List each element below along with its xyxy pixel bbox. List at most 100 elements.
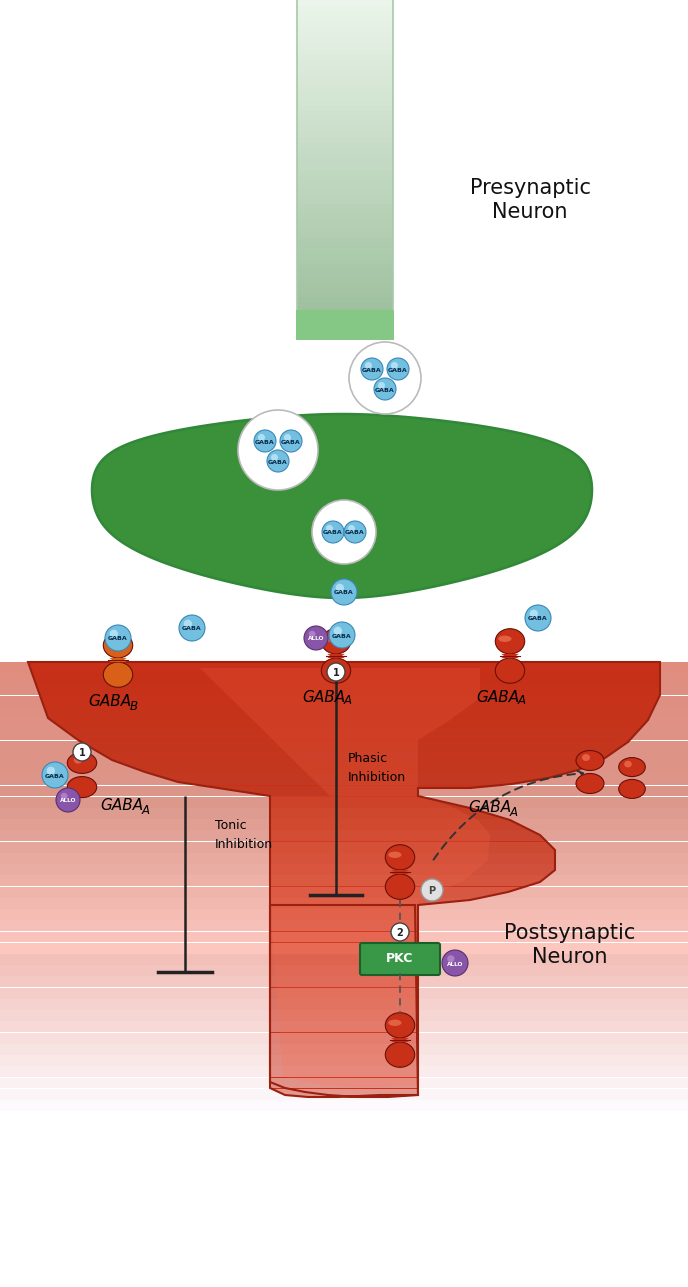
- Text: Tonic
Inhibition: Tonic Inhibition: [215, 819, 273, 851]
- Text: GABA: GABA: [88, 695, 131, 709]
- Circle shape: [184, 619, 192, 628]
- Text: Postsynaptic
Neuron: Postsynaptic Neuron: [504, 923, 636, 967]
- Polygon shape: [297, 44, 393, 49]
- Polygon shape: [297, 116, 393, 121]
- Circle shape: [322, 521, 344, 543]
- Polygon shape: [391, 1037, 409, 1042]
- Circle shape: [387, 358, 409, 380]
- Polygon shape: [0, 954, 688, 965]
- Polygon shape: [0, 932, 688, 942]
- Polygon shape: [297, 264, 393, 269]
- Polygon shape: [297, 77, 393, 82]
- Polygon shape: [0, 797, 688, 808]
- Polygon shape: [0, 752, 688, 763]
- Circle shape: [374, 378, 396, 400]
- Text: GABA: GABA: [323, 530, 343, 535]
- Polygon shape: [297, 297, 393, 302]
- Text: GABA: GABA: [281, 439, 301, 444]
- Circle shape: [309, 631, 316, 637]
- Circle shape: [530, 610, 538, 618]
- Polygon shape: [297, 308, 393, 314]
- Circle shape: [334, 627, 342, 634]
- Polygon shape: [297, 126, 393, 133]
- Text: B: B: [130, 700, 138, 713]
- Polygon shape: [297, 138, 393, 143]
- Text: ALLO: ALLO: [447, 961, 463, 967]
- Polygon shape: [297, 242, 393, 247]
- Polygon shape: [297, 55, 393, 60]
- Text: GABA: GABA: [302, 690, 345, 704]
- Text: Phasic
Inhibition: Phasic Inhibition: [348, 752, 406, 784]
- Circle shape: [73, 743, 91, 761]
- Ellipse shape: [582, 754, 590, 761]
- Circle shape: [327, 663, 345, 681]
- Polygon shape: [0, 1044, 688, 1055]
- Ellipse shape: [388, 852, 402, 858]
- Polygon shape: [0, 842, 688, 853]
- Text: GABA: GABA: [255, 439, 275, 444]
- Polygon shape: [297, 259, 393, 264]
- Polygon shape: [327, 654, 345, 658]
- Text: 1: 1: [332, 668, 339, 677]
- Polygon shape: [0, 730, 688, 740]
- Polygon shape: [297, 275, 393, 281]
- Polygon shape: [0, 696, 688, 707]
- Polygon shape: [297, 49, 393, 55]
- Polygon shape: [297, 247, 393, 254]
- Polygon shape: [111, 432, 573, 579]
- Polygon shape: [0, 887, 688, 897]
- Circle shape: [61, 793, 67, 799]
- Circle shape: [280, 430, 302, 452]
- Circle shape: [365, 362, 372, 369]
- Circle shape: [421, 879, 443, 901]
- Polygon shape: [297, 109, 393, 116]
- Polygon shape: [297, 286, 393, 291]
- Circle shape: [336, 584, 344, 592]
- Circle shape: [326, 525, 333, 532]
- Polygon shape: [391, 870, 409, 874]
- Ellipse shape: [619, 758, 645, 776]
- Polygon shape: [297, 82, 393, 88]
- Ellipse shape: [576, 773, 604, 794]
- Text: GABA: GABA: [332, 633, 352, 638]
- Circle shape: [304, 625, 328, 650]
- Polygon shape: [297, 281, 393, 286]
- Text: GABA: GABA: [375, 387, 395, 393]
- Circle shape: [344, 521, 366, 543]
- Text: A: A: [518, 695, 526, 708]
- Circle shape: [254, 430, 276, 452]
- Text: GABA: GABA: [345, 530, 365, 535]
- Polygon shape: [0, 965, 688, 976]
- FancyBboxPatch shape: [360, 943, 440, 976]
- Polygon shape: [297, 208, 393, 215]
- Polygon shape: [297, 27, 393, 33]
- Circle shape: [238, 411, 318, 490]
- Ellipse shape: [385, 874, 415, 900]
- Polygon shape: [0, 1067, 688, 1077]
- Polygon shape: [297, 88, 393, 94]
- Ellipse shape: [385, 1042, 415, 1067]
- Polygon shape: [0, 763, 688, 773]
- Polygon shape: [0, 775, 688, 785]
- Polygon shape: [297, 0, 393, 5]
- Ellipse shape: [324, 636, 338, 642]
- Text: Presynaptic
Neuron: Presynaptic Neuron: [469, 179, 590, 221]
- Text: ALLO: ALLO: [60, 798, 76, 803]
- Circle shape: [271, 454, 278, 461]
- Polygon shape: [297, 187, 393, 193]
- Ellipse shape: [388, 1019, 402, 1026]
- Polygon shape: [0, 718, 688, 730]
- Polygon shape: [297, 154, 393, 160]
- Polygon shape: [0, 875, 688, 887]
- Polygon shape: [0, 830, 688, 842]
- Circle shape: [109, 629, 118, 638]
- Polygon shape: [297, 291, 393, 297]
- Polygon shape: [0, 920, 688, 932]
- Text: PKC: PKC: [387, 952, 413, 965]
- Polygon shape: [0, 987, 688, 999]
- Polygon shape: [0, 1022, 688, 1032]
- Polygon shape: [0, 1089, 688, 1099]
- Polygon shape: [297, 148, 393, 154]
- Text: GABA: GABA: [45, 773, 65, 779]
- Polygon shape: [297, 314, 393, 319]
